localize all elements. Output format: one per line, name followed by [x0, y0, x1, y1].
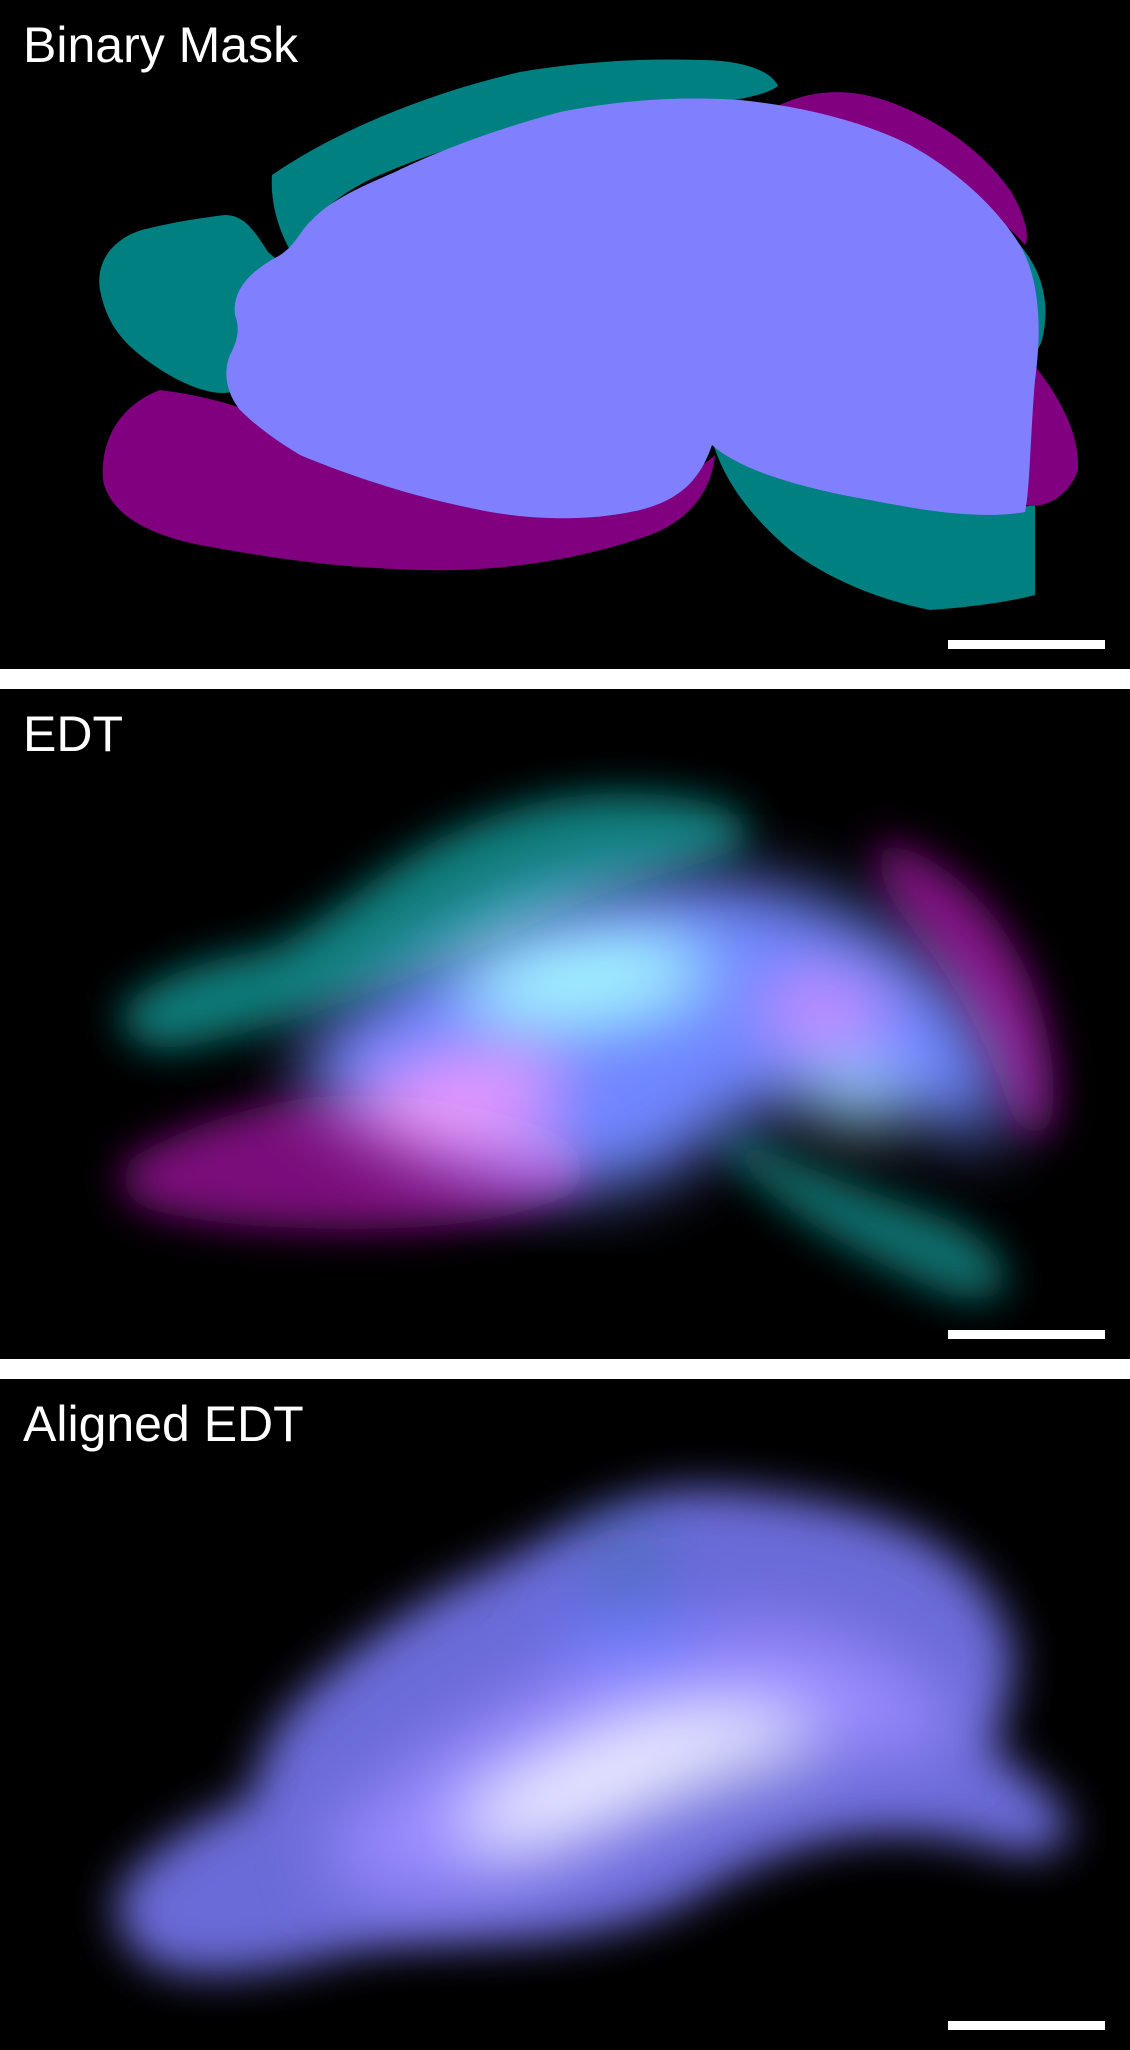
panel-title-aligned-edt: Aligned EDT: [23, 1396, 304, 1452]
binary-mask-image: [99, 59, 1079, 610]
aligned-edt-image: [117, 1489, 1070, 1974]
overlap-mask-region: [226, 98, 1039, 519]
panel-title-binary-mask: Binary Mask: [23, 17, 299, 73]
edt-image: [120, 793, 1054, 1299]
aligned-edt-white-core: [464, 1712, 813, 1848]
scale-bar: [948, 1330, 1105, 1339]
magenta-mask-bottom-left: [102, 390, 715, 571]
edt-teal-upper-arm: [120, 793, 748, 1049]
edt-lightblue-right-core: [805, 1067, 906, 1128]
aligned-edt-panel: Aligned EDT: [0, 1379, 1130, 2050]
scale-bar: [948, 640, 1105, 649]
edt-pink-core: [369, 1060, 559, 1133]
panel-title-edt: EDT: [23, 706, 123, 762]
aligned-edt-teal-hint: [594, 1547, 661, 1588]
edt-pink-right-core: [764, 984, 883, 1042]
edt-cyan-core: [463, 940, 707, 1020]
magenta-mask-right: [1025, 360, 1079, 506]
edt-magenta-right-arm: [877, 839, 1054, 1138]
edt-panel: EDT: [0, 689, 1130, 1359]
scale-bar: [948, 2021, 1105, 2030]
edt-teal-lower-arm: [720, 1129, 1006, 1299]
binary-mask-panel: Binary Mask: [0, 0, 1130, 669]
aligned-edt-blue-top: [555, 1612, 708, 1665]
